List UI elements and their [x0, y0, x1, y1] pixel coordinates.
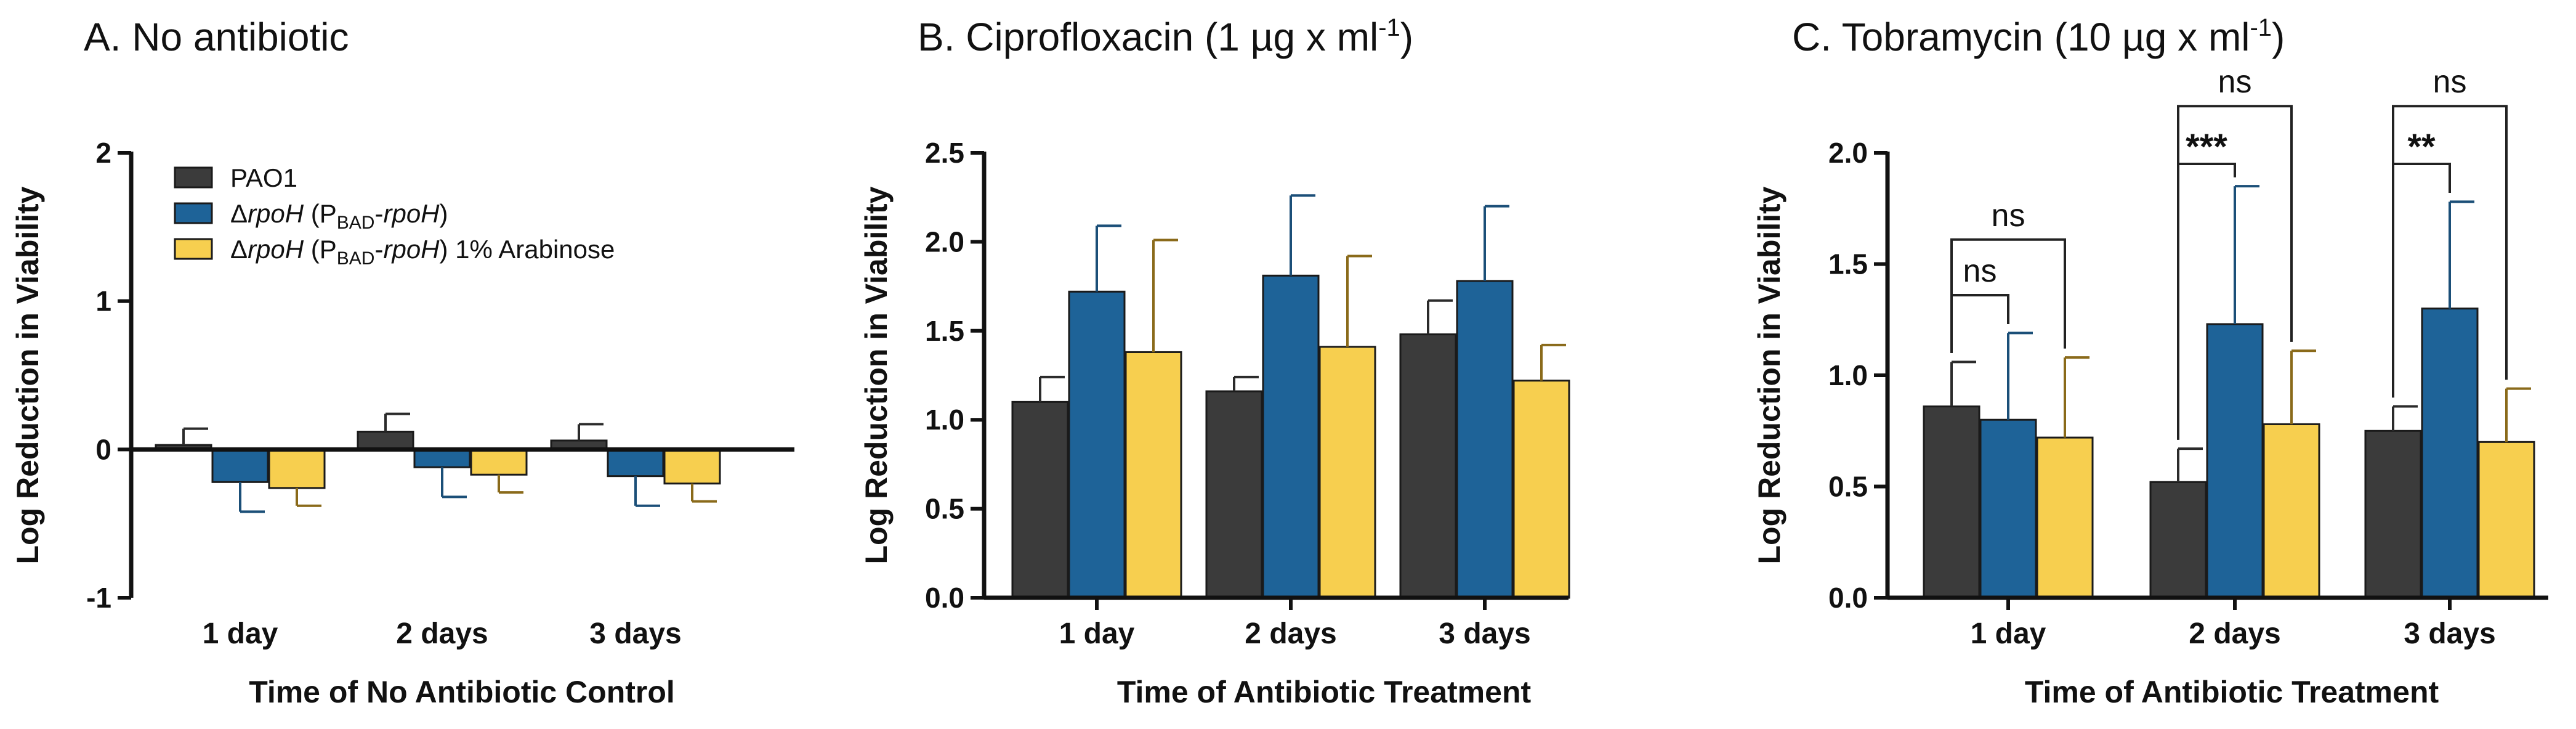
y-tick-label: -1: [86, 582, 111, 614]
bar-c-s1-c0: [1979, 418, 2037, 599]
bar-b-s0-c1: [1205, 390, 1263, 599]
x-category-label: 1 day: [1059, 617, 1135, 650]
y-tick-label: 1.0: [1828, 359, 1868, 391]
bar-a-s0-c1: [357, 430, 414, 450]
x-category-label: 3 days: [589, 617, 681, 650]
y-tick-label: 2: [95, 137, 111, 169]
significance-bracket: [2392, 105, 2508, 398]
y-tick-label: 0.5: [1828, 471, 1868, 503]
x-axis-label: Time of No Antibiotic Control: [249, 675, 675, 709]
significance-label: ns: [1992, 198, 2025, 234]
x-axis-label: Time of Antibiotic Treatment: [2025, 675, 2439, 709]
panel-title: B. Ciprofloxacin (1 µg x ml-1): [918, 14, 1413, 59]
legend-swatch: [174, 202, 213, 224]
y-axis-label: Log Reduction in Viability: [1752, 186, 1787, 564]
bar-c-s0-c0: [1923, 405, 1980, 599]
bar-a-s1-c0: [211, 448, 269, 483]
x-axis-label: Time of Antibiotic Treatment: [1117, 675, 1532, 709]
bar-b-s1-c1: [1262, 274, 1320, 599]
x-category-label: 2 days: [396, 617, 488, 650]
y-axis-label: Log Reduction in Viability: [859, 186, 894, 564]
legend: PAO1 ΔrpoH (PBAD-rpoH)ΔrpoH (PBAD-rpoH) 1…: [174, 163, 615, 269]
panel-title: C. Tobramycin (10 µg x ml-1): [1792, 14, 2285, 59]
y-tick-label: 0: [95, 433, 111, 465]
panel-c: C. Tobramycin (10 µg x ml-1) 0.0 0.5 1.0 1.5…: [1752, 14, 2548, 709]
bar-c-s0-c1: [2149, 481, 2207, 599]
x-category-label: 3 days: [1439, 617, 1530, 650]
panel-title: A. No antibiotic: [84, 15, 349, 59]
y-tick-label: 1.0: [925, 404, 964, 436]
bar-c-s1-c1: [2206, 323, 2264, 599]
significance-bracket: [2177, 105, 2293, 440]
panel-b: B. Ciprofloxacin (1 µg x ml-1) 0.0 0.5 1.0 1…: [859, 14, 1570, 709]
bar-b-s2-c0: [1124, 351, 1182, 599]
significance-label: ns: [2433, 64, 2467, 100]
x-category-label: 3 days: [2404, 617, 2495, 650]
y-tick-label: 2.0: [1828, 137, 1868, 169]
x-category-label: 2 days: [2189, 617, 2280, 650]
bar-a-s1-c2: [607, 448, 664, 478]
x-category-label: 2 days: [1245, 617, 1336, 650]
panel-a: A. No antibiotic -1 0 1 2 Log Reduction in Vi…: [10, 15, 794, 709]
bar-a-s2-c1: [470, 448, 528, 476]
significance-label: **: [2407, 127, 2436, 167]
bar-b-s0-c0: [1011, 401, 1069, 599]
significance-label: ***: [2186, 127, 2227, 167]
y-tick-label: 2.5: [925, 137, 964, 169]
y-tick-label: 0.0: [925, 582, 964, 614]
significance-bracket: [1950, 294, 2009, 353]
y-tick-label: 1: [95, 285, 111, 317]
legend-label: PAO1: [230, 163, 297, 192]
legend-label: ΔrpoH (PBAD-rpoH): [230, 199, 448, 233]
bar-b-s0-c2: [1399, 333, 1457, 599]
y-tick-label: 0.5: [925, 493, 964, 525]
legend-swatch: [174, 166, 213, 189]
y-tick-label: 2.0: [925, 226, 964, 258]
bar-b-s1-c0: [1068, 290, 1126, 599]
bar-c-s2-c2: [2477, 441, 2535, 599]
legend-swatch: [174, 238, 213, 260]
y-tick-label: 1.5: [925, 315, 964, 347]
x-category-label: 1 day: [203, 617, 278, 650]
legend-label: ΔrpoH (PBAD-rpoH) 1% Arabinose: [230, 235, 615, 269]
bar-c-s2-c0: [2036, 436, 2094, 599]
y-axis-label: Log Reduction in Viability: [10, 186, 45, 564]
bar-c-s2-c1: [2263, 423, 2320, 599]
bar-c-s0-c2: [2364, 430, 2422, 599]
bar-b-s2-c2: [1512, 380, 1570, 599]
bar-c-s1-c2: [2421, 307, 2479, 599]
bar-a-s2-c2: [663, 448, 721, 485]
significance-label: ns: [1963, 253, 1997, 289]
x-category-label: 1 day: [1971, 617, 2046, 650]
y-tick-label: 1.5: [1828, 248, 1868, 280]
bar-a-s1-c1: [413, 448, 471, 468]
bar-b-s2-c1: [1318, 346, 1376, 599]
significance-bracket: [1950, 238, 2066, 353]
significance-label: ns: [2218, 64, 2252, 100]
y-tick-label: 0.0: [1828, 582, 1868, 614]
bar-a-s2-c0: [268, 448, 326, 489]
bar-b-s1-c2: [1456, 280, 1514, 599]
